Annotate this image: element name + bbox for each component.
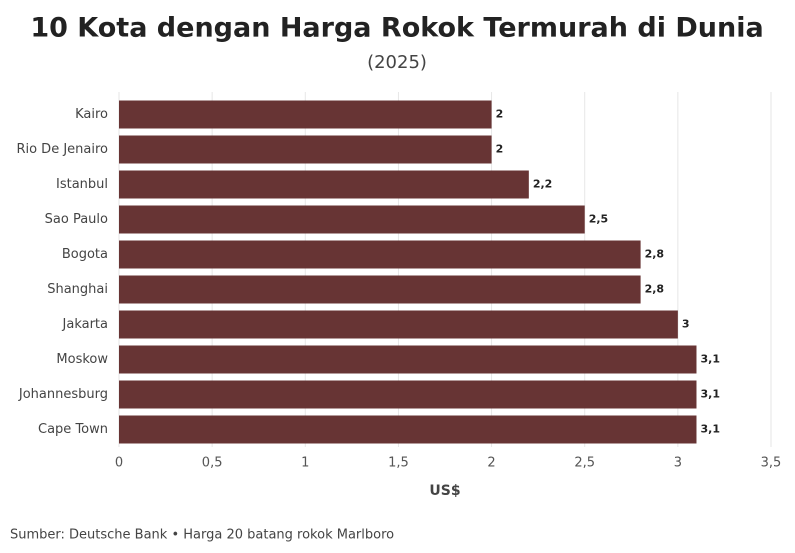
x-tick-label: 3,5 bbox=[761, 456, 782, 471]
bar bbox=[119, 380, 697, 409]
y-tick-label: Rio De Jenairo bbox=[16, 142, 108, 157]
source-note: Sumber: Deutsche Bank • Harga 20 batang … bbox=[10, 528, 394, 543]
x-tick-label: 1 bbox=[301, 456, 309, 471]
y-tick-label: Istanbul bbox=[56, 177, 108, 192]
bar bbox=[119, 310, 678, 339]
x-tick-label: 2,5 bbox=[574, 456, 595, 471]
value-label: 2,8 bbox=[645, 248, 665, 261]
x-tick-label: 0 bbox=[115, 456, 123, 471]
bar bbox=[119, 275, 641, 304]
y-tick-label: Cape Town bbox=[38, 422, 108, 437]
chart-subtitle: (2025) bbox=[367, 52, 427, 73]
value-label: 2,5 bbox=[589, 213, 609, 226]
value-label: 2 bbox=[496, 108, 504, 121]
value-label: 2,2 bbox=[533, 178, 553, 191]
x-axis-label: US$ bbox=[429, 483, 460, 499]
chart-title: 10 Kota dengan Harga Rokok Termurah di D… bbox=[30, 13, 763, 44]
y-tick-label: Johannesburg bbox=[18, 387, 108, 402]
bar bbox=[119, 345, 697, 374]
value-label: 3,1 bbox=[700, 388, 720, 401]
x-tick-label: 2 bbox=[487, 456, 495, 471]
bar bbox=[119, 240, 641, 269]
bar bbox=[119, 415, 697, 444]
x-tick-label: 3 bbox=[674, 456, 682, 471]
value-label: 2 bbox=[496, 143, 504, 156]
value-label: 3,1 bbox=[700, 423, 720, 436]
bar bbox=[119, 170, 529, 199]
x-tick-label: 1,5 bbox=[388, 456, 409, 471]
bar bbox=[119, 205, 585, 234]
x-tick-label: 0,5 bbox=[202, 456, 223, 471]
y-tick-label: Shanghai bbox=[47, 282, 108, 297]
value-label: 2,8 bbox=[645, 283, 665, 296]
y-tick-label: Jakarta bbox=[62, 317, 108, 332]
y-tick-label: Bogota bbox=[62, 247, 108, 262]
bar bbox=[119, 100, 492, 129]
y-tick-label: Moskow bbox=[56, 352, 108, 367]
y-tick-label: Sao Paulo bbox=[45, 212, 108, 227]
bar bbox=[119, 135, 492, 164]
value-label: 3 bbox=[682, 318, 690, 331]
value-label: 3,1 bbox=[700, 353, 720, 366]
y-tick-label: Kairo bbox=[75, 107, 108, 122]
